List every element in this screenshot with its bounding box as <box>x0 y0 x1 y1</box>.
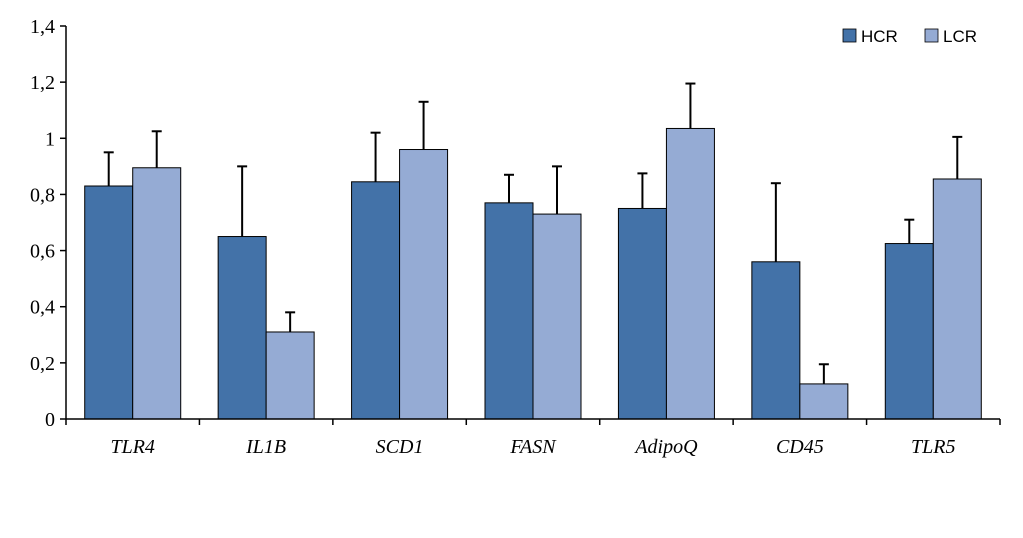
legend-swatch-hcr <box>842 28 857 43</box>
bar-hcr-adipoq <box>617 207 667 420</box>
x-category-label: SCD1 <box>376 436 424 458</box>
y-tick-label: 0,4 <box>30 297 55 319</box>
x-category-label: TLR4 <box>110 436 154 458</box>
bar-lcr-tlr4 <box>132 167 182 420</box>
bar-hcr-tlr4 <box>84 185 134 420</box>
bar-hcr-cd45 <box>751 261 801 420</box>
x-category-label: TLR5 <box>911 436 955 458</box>
y-tick-label: 0,2 <box>30 353 55 375</box>
bar-lcr-il1b <box>265 331 315 420</box>
x-category-label: AdipoQ <box>633 436 698 458</box>
x-category-label: FASN <box>509 436 557 458</box>
bar-lcr-adipoq <box>665 127 715 420</box>
y-tick-label: 1 <box>45 128 55 150</box>
legend-swatch-lcr <box>924 28 939 43</box>
y-tick-label: 0,8 <box>30 184 55 206</box>
y-tick-label: 1,4 <box>30 16 55 38</box>
x-category-label: CD45 <box>776 436 824 458</box>
x-category-label: IL1B <box>245 436 286 458</box>
y-tick-label: 0 <box>45 409 55 431</box>
bar-lcr-tlr5 <box>932 178 982 420</box>
bar-hcr-tlr5 <box>884 243 934 420</box>
y-tick-label: 0,6 <box>30 241 55 263</box>
bar-lcr-cd45 <box>799 383 849 420</box>
legend-label-hcr: HCR <box>861 27 898 46</box>
legend-label-lcr: LCR <box>943 27 977 46</box>
y-tick-label: 1,2 <box>30 72 55 94</box>
bar-hcr-scd1 <box>351 181 401 420</box>
bar-hcr-il1b <box>217 236 267 420</box>
bar-lcr-scd1 <box>399 149 449 420</box>
bar-hcr-fasn <box>484 202 534 420</box>
bar-lcr-fasn <box>532 213 582 420</box>
